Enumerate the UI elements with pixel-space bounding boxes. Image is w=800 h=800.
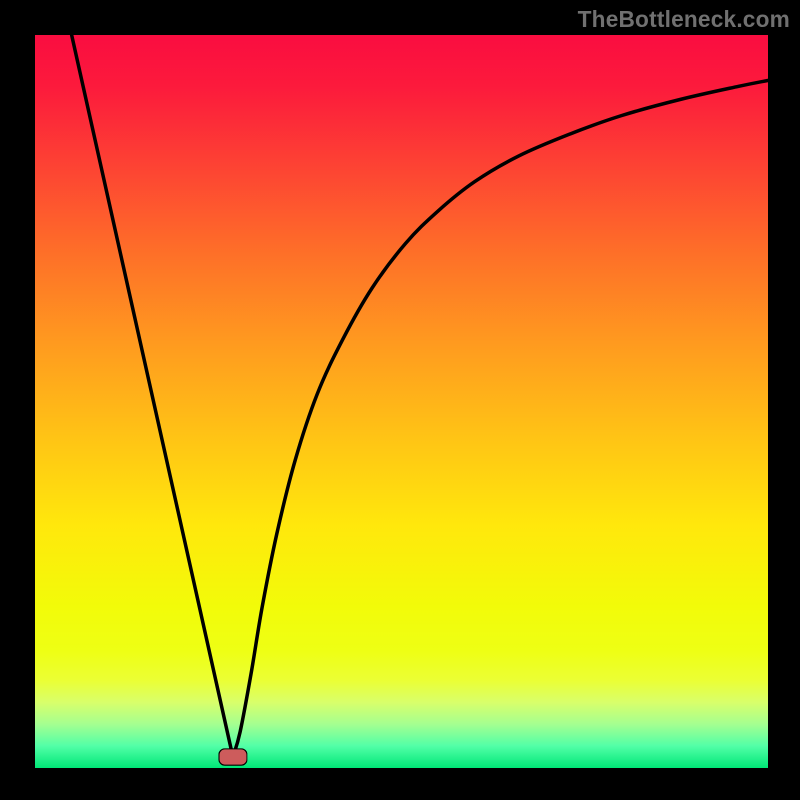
- background-gradient: [35, 35, 768, 768]
- plot-area: [35, 35, 768, 768]
- chart-frame: TheBottleneck.com: [0, 0, 800, 800]
- watermark-text: TheBottleneck.com: [578, 6, 790, 33]
